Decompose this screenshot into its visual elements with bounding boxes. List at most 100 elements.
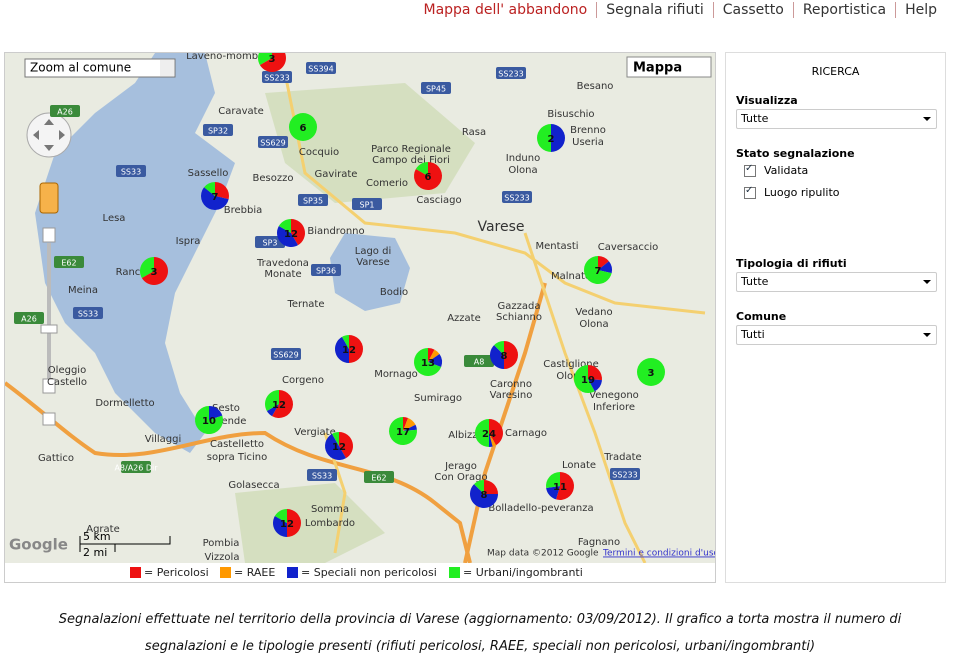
pie-marker[interactable]: 10 xyxy=(195,406,223,435)
pie-marker[interactable]: 24 xyxy=(475,419,504,447)
place-label: Olona xyxy=(508,165,537,176)
pie-slice xyxy=(278,219,291,233)
pie-marker[interactable]: 2 xyxy=(537,124,565,152)
place-label: Mentasti xyxy=(535,241,578,252)
road-shield: SP45 xyxy=(421,82,451,94)
pie-slice xyxy=(504,341,518,369)
pie-marker[interactable]: 17 xyxy=(389,417,417,446)
pie-marker[interactable]: 8 xyxy=(490,341,518,369)
place-label: Useria xyxy=(572,137,604,148)
nav-link[interactable]: Mappa dell' abbandono xyxy=(423,2,588,18)
pie-slice xyxy=(201,187,229,210)
pie-slice xyxy=(339,432,353,459)
pie-marker[interactable]: 11 xyxy=(546,472,575,501)
place-label: Golasecca xyxy=(228,480,279,491)
road-shield-bg xyxy=(298,194,328,206)
road-shield: SP3 xyxy=(255,236,285,248)
field-label: Comune xyxy=(736,310,787,323)
checkbox[interactable]: Luogo ripulito xyxy=(744,185,945,199)
place-label: Cocquio xyxy=(299,147,339,158)
legend: = Pericolosi = RAEE = Speciali non pericol… xyxy=(130,566,583,579)
attribution: Map data ©2012 Google xyxy=(487,549,599,559)
road-shield: SS233 xyxy=(496,67,526,79)
pie-count: 7 xyxy=(595,266,602,277)
pie-count: 8 xyxy=(501,351,508,362)
nav-link[interactable]: Help xyxy=(895,2,946,18)
pie-marker[interactable]: 8 xyxy=(470,480,498,508)
pie-count: 12 xyxy=(332,442,346,453)
pie-marker[interactable]: 12 xyxy=(273,509,301,537)
road-shield: SS233 xyxy=(610,468,640,480)
map[interactable]: Zoom al comune Mappa 5 km 2 mi Google Ma… xyxy=(3,44,720,582)
pie-marker[interactable]: 19 xyxy=(573,365,602,393)
pie-marker[interactable]: 12 xyxy=(265,390,294,418)
place-label: Malnate xyxy=(551,271,591,282)
select[interactable]: Tutte xyxy=(736,109,937,129)
terms-link[interactable]: Termini e condizioni d'uso xyxy=(602,549,720,559)
nav-link[interactable]: Cassetto xyxy=(712,2,793,18)
pie-marker[interactable]: 3 xyxy=(140,257,168,286)
pie-slice xyxy=(428,348,435,362)
place-label: Campo dei Fiori xyxy=(372,155,450,166)
pie-marker[interactable]: 12 xyxy=(277,219,306,248)
place-label: Castiglione xyxy=(543,359,599,370)
place-label: Lago di xyxy=(355,246,391,257)
pie-slice xyxy=(637,358,665,386)
road-shield-bg xyxy=(54,256,84,268)
pie-count: 12 xyxy=(280,519,294,530)
place-label: Tradate xyxy=(603,452,641,463)
pie-marker[interactable]: 3 xyxy=(637,358,665,386)
pie-marker[interactable]: 12 xyxy=(335,335,363,363)
place-label: Vergiate xyxy=(294,427,335,438)
road-shield: SS33 xyxy=(73,307,103,319)
checkbox[interactable]: Validata xyxy=(744,163,945,177)
place-label: Albizzate xyxy=(448,430,493,441)
road-shield-bg xyxy=(116,165,146,177)
park xyxy=(235,483,385,563)
place-label: Caronno xyxy=(490,379,532,390)
pie-marker[interactable]: 6 xyxy=(414,162,442,191)
pie-slice xyxy=(403,424,417,431)
place-label: Con Orago xyxy=(434,472,487,483)
select[interactable]: Tutti xyxy=(736,325,937,345)
road-shield-bg xyxy=(502,191,532,203)
place-label: Parco Regionale xyxy=(371,144,451,155)
pie-marker[interactable]: 6 xyxy=(289,113,317,141)
sidebar-title: RICERCA xyxy=(811,65,860,78)
zoom-select-text: Zoom al comune xyxy=(30,61,131,75)
pie-count: 13 xyxy=(421,358,435,369)
pie-count: 6 xyxy=(300,123,307,134)
zoom-control[interactable] xyxy=(26,112,72,426)
place-label: Castelletto xyxy=(210,439,264,450)
pie-count: 3 xyxy=(151,267,158,278)
place-label: Olona xyxy=(556,371,585,382)
road-shield-bg xyxy=(255,236,285,248)
pie-slice xyxy=(287,509,301,537)
place-label: Gattico xyxy=(38,453,74,464)
pie-slice xyxy=(342,335,349,349)
road-label: SS233 xyxy=(498,70,523,79)
pie-slice xyxy=(475,419,489,447)
pie-count: 12 xyxy=(284,229,298,240)
road-shield-bg xyxy=(262,71,292,83)
pie-marker[interactable]: 12 xyxy=(324,432,353,460)
pie-marker[interactable]: 7 xyxy=(201,182,229,210)
pie-marker[interactable]: 7 xyxy=(584,256,612,284)
nav-link[interactable]: Segnala rifiuti xyxy=(596,2,712,18)
zoom-select[interactable]: Zoom al comune xyxy=(24,58,176,78)
select[interactable]: Tutte xyxy=(736,272,937,292)
place-label: Lonate xyxy=(562,460,596,471)
pie-marker[interactable]: 13 xyxy=(414,348,443,377)
caption-line: segnalazioni e le tipologie presenti (ri… xyxy=(144,639,816,654)
pie-slice xyxy=(277,226,298,248)
place-label: Induno xyxy=(506,153,540,164)
pie-slice xyxy=(489,419,504,446)
place-label: Varese xyxy=(356,257,390,268)
type-select[interactable]: Mappa xyxy=(626,56,712,78)
pie-count: 7 xyxy=(212,192,219,203)
pie-slice xyxy=(588,365,602,381)
scale-mi: 2 mi xyxy=(83,546,107,559)
place-label: Vedano xyxy=(575,307,612,318)
road-shield: A8/A26 Dir xyxy=(114,461,158,473)
nav-link[interactable]: Reportistica xyxy=(792,2,895,18)
